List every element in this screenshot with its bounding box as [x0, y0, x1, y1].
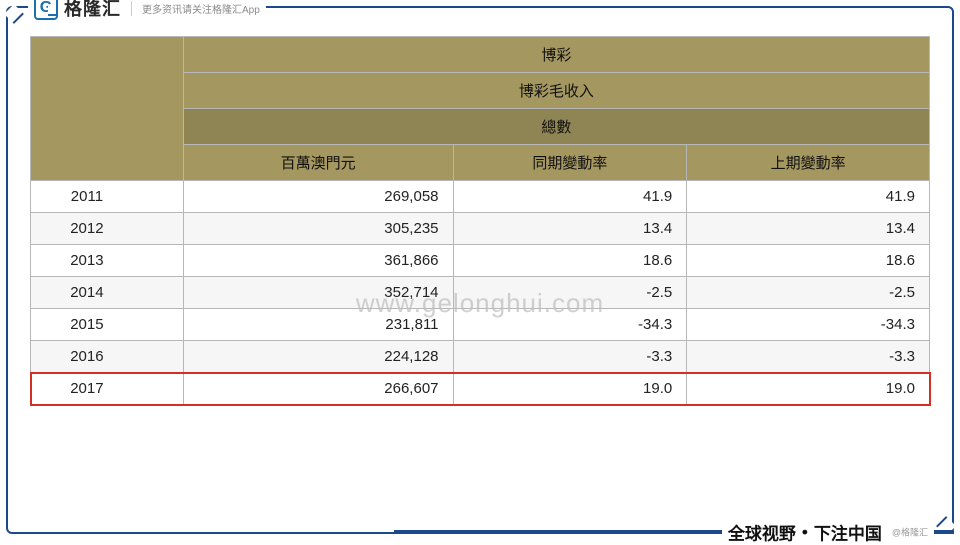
cell-qoq: 13.4 [687, 213, 930, 245]
cell-year: 2017 [31, 373, 184, 405]
cell-year: 2015 [31, 309, 184, 341]
cell-amount: 352,714 [183, 277, 453, 309]
cell-yoy: 19.0 [453, 373, 687, 405]
table-row: 2011269,05841.941.9 [31, 181, 930, 213]
cell-yoy: 41.9 [453, 181, 687, 213]
cell-amount: 269,058 [183, 181, 453, 213]
footer-credit: @格隆汇 [892, 526, 928, 539]
cell-qoq: 19.0 [687, 373, 930, 405]
table-row: 2016224,128-3.3-3.3 [31, 341, 930, 373]
data-table-wrap: 博彩 博彩毛收入 總數 百萬澳門元 同期變動率 上期變動率 2011269,05… [30, 36, 930, 405]
cell-amount: 361,866 [183, 245, 453, 277]
col-year-header [31, 37, 184, 181]
brand-subtitle: 更多资讯请关注格隆汇App [131, 1, 260, 16]
cell-qoq: -3.3 [687, 341, 930, 373]
cell-qoq: -2.5 [687, 277, 930, 309]
cell-amount: 231,811 [183, 309, 453, 341]
cell-year: 2012 [31, 213, 184, 245]
brand-logo-icon: G [34, 0, 58, 20]
brand-header: G 格隆汇 更多资讯请关注格隆汇App [28, 0, 266, 21]
cell-amount: 266,607 [183, 373, 453, 405]
cell-yoy: 13.4 [453, 213, 687, 245]
cell-year: 2013 [31, 245, 184, 277]
cell-amount: 224,128 [183, 341, 453, 373]
corner-decoration [4, 4, 24, 24]
cell-year: 2011 [31, 181, 184, 213]
cell-amount: 305,235 [183, 213, 453, 245]
slogan-left: 全球视野 [728, 520, 796, 545]
cell-qoq: -34.3 [687, 309, 930, 341]
header-subcategory: 博彩毛收入 [183, 73, 929, 109]
col-amount-header: 百萬澳門元 [183, 145, 453, 181]
cell-yoy: -2.5 [453, 277, 687, 309]
cell-yoy: 18.6 [453, 245, 687, 277]
cell-year: 2016 [31, 341, 184, 373]
cell-yoy: -3.3 [453, 341, 687, 373]
cell-year: 2014 [31, 277, 184, 309]
slogan-separator-icon: • [802, 522, 808, 542]
slogan-right: 下注中国 [814, 520, 882, 545]
table-row: 2014352,714-2.5-2.5 [31, 277, 930, 309]
cell-qoq: 18.6 [687, 245, 930, 277]
table-row: 2015231,811-34.3-34.3 [31, 309, 930, 341]
col-qoq-header: 上期變動率 [687, 145, 930, 181]
col-yoy-header: 同期變動率 [453, 145, 687, 181]
cell-qoq: 41.9 [687, 181, 930, 213]
table-row: 2012305,23513.413.4 [31, 213, 930, 245]
brand-name: 格隆汇 [64, 0, 121, 21]
footer-slogan: 全球视野 • 下注中国 @格隆汇 [722, 520, 934, 545]
page-frame: G 格隆汇 更多资讯请关注格隆汇App 格隆汇 博彩 博彩毛收入 總數 [6, 6, 954, 534]
gaming-revenue-table: 博彩 博彩毛收入 總數 百萬澳門元 同期變動率 上期變動率 2011269,05… [30, 36, 930, 405]
table-row: 2017266,60719.019.0 [31, 373, 930, 405]
table-row: 2013361,86618.618.6 [31, 245, 930, 277]
header-total: 總數 [183, 109, 929, 145]
header-category: 博彩 [183, 37, 929, 73]
cell-yoy: -34.3 [453, 309, 687, 341]
